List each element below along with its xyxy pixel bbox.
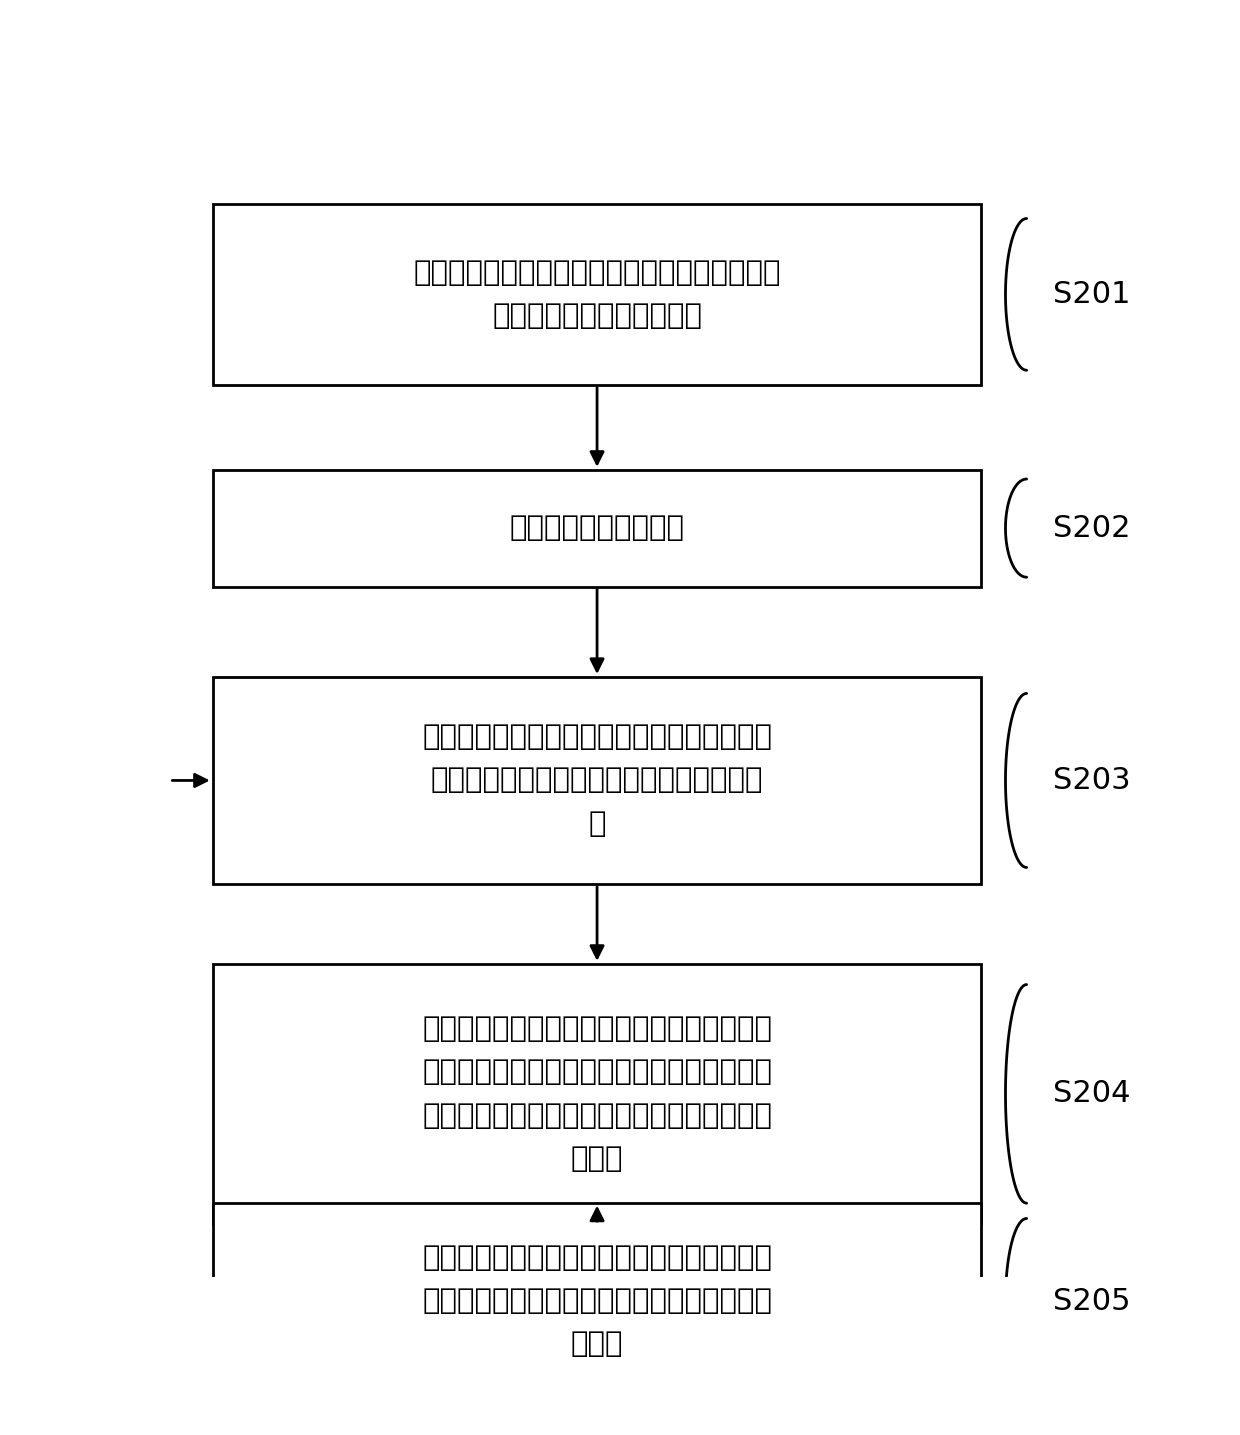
- Text: 获取三维激光点云数据: 获取三维激光点云数据: [510, 514, 684, 542]
- Text: 基于所述二维坐标与目标物体在所述图像坐标
系的二维边界框确定所述目标物体的目标点云
数据，并确定所述目标物体在所述图像坐标系
的标签: 基于所述二维坐标与目标物体在所述图像坐标 系的二维边界框确定所述目标物体的目标点…: [422, 1015, 773, 1172]
- Bar: [213, 469, 982, 587]
- Bar: [213, 964, 982, 1224]
- Bar: [213, 677, 982, 884]
- Text: S204: S204: [1053, 1079, 1130, 1108]
- Text: 对预设参照物的图像数据和激光点云数据进行联
合标定，得到所述标定矩阵: 对预设参照物的图像数据和激光点云数据进行联 合标定，得到所述标定矩阵: [413, 258, 781, 330]
- Text: S202: S202: [1053, 514, 1130, 542]
- Text: 基于预先获取的标定矩阵将所述点云数据映射
至图像坐标系，得到所述点云数据的二维坐
标: 基于预先获取的标定矩阵将所述点云数据映射 至图像坐标系，得到所述点云数据的二维坐…: [422, 723, 773, 838]
- Bar: [213, 1203, 982, 1399]
- Text: S201: S201: [1053, 280, 1130, 309]
- Text: S205: S205: [1053, 1287, 1130, 1316]
- Text: 基于所述目标点云数据确定所述目标物体的三
维边界框，并将所述三维边界框与所述标签进
行关联: 基于所述目标点云数据确定所述目标物体的三 维边界框，并将所述三维边界框与所述标签…: [422, 1244, 773, 1359]
- Bar: [213, 204, 982, 385]
- Text: S203: S203: [1053, 766, 1130, 795]
